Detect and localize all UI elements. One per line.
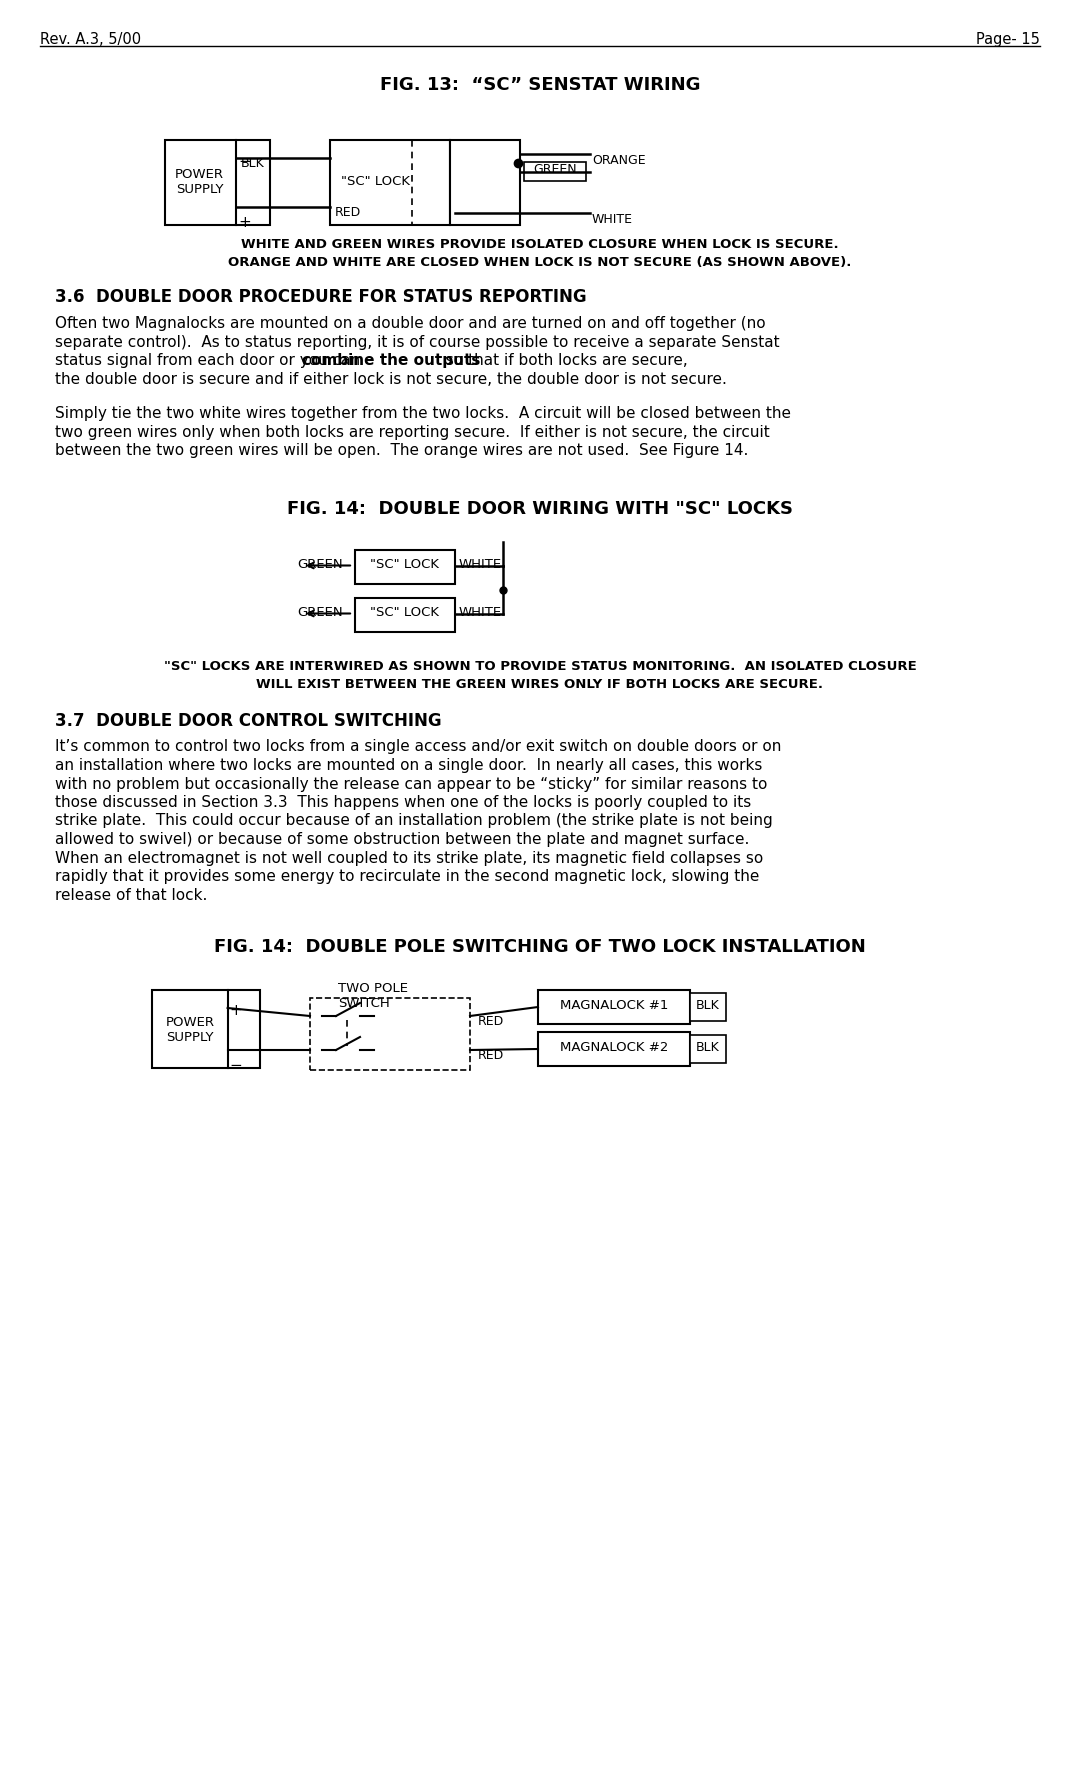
- Text: +: +: [238, 215, 251, 229]
- Text: BLK: BLK: [697, 999, 720, 1012]
- Text: rapidly that it provides some energy to recirculate in the second magnetic lock,: rapidly that it provides some energy to …: [55, 869, 759, 884]
- Text: status signal from each door or you can: status signal from each door or you can: [55, 354, 365, 368]
- Text: Simply tie the two white wires together from the two locks.  A circuit will be c: Simply tie the two white wires together …: [55, 405, 791, 421]
- Text: When an electromagnet is not well coupled to its strike plate, its magnetic fiel: When an electromagnet is not well couple…: [55, 850, 764, 866]
- Text: TWO POLE
SWITCH: TWO POLE SWITCH: [338, 981, 408, 1010]
- Bar: [355, 549, 455, 583]
- Text: allowed to swivel) or because of some obstruction between the plate and magnet s: allowed to swivel) or because of some ob…: [55, 832, 750, 846]
- Text: ORANGE AND WHITE ARE CLOSED WHEN LOCK IS NOT SECURE (AS SHOWN ABOVE).: ORANGE AND WHITE ARE CLOSED WHEN LOCK IS…: [228, 256, 852, 268]
- Text: release of that lock.: release of that lock.: [55, 887, 207, 903]
- Text: "SC" LOCK: "SC" LOCK: [370, 558, 440, 571]
- Bar: [524, 162, 586, 181]
- Text: between the two green wires will be open.  The orange wires are not used.  See F: between the two green wires will be open…: [55, 443, 748, 459]
- Text: FIG. 13:  “SC” SENSTAT WIRING: FIG. 13: “SC” SENSTAT WIRING: [380, 76, 700, 94]
- Text: 3.7  DOUBLE DOOR CONTROL SWITCHING: 3.7 DOUBLE DOOR CONTROL SWITCHING: [55, 711, 442, 729]
- Text: It’s common to control two locks from a single access and/or exit switch on doub: It’s common to control two locks from a …: [55, 740, 781, 754]
- Bar: [538, 1031, 690, 1067]
- Text: −: −: [238, 155, 251, 169]
- Bar: [165, 140, 270, 226]
- Bar: [538, 990, 690, 1024]
- Text: RED: RED: [478, 1049, 504, 1061]
- Text: WHITE: WHITE: [592, 213, 633, 226]
- Text: "SC" LOCK: "SC" LOCK: [370, 606, 440, 619]
- Text: GREEN: GREEN: [297, 606, 342, 619]
- Bar: [152, 990, 260, 1069]
- Text: RED: RED: [335, 206, 361, 219]
- Text: WHITE: WHITE: [459, 558, 502, 571]
- Bar: [450, 140, 519, 226]
- Text: separate control).  As to status reporting, it is of course possible to receive : separate control). As to status reportin…: [55, 334, 780, 350]
- Text: an installation where two locks are mounted on a single door.  In nearly all cas: an installation where two locks are moun…: [55, 757, 762, 773]
- Text: GREEN: GREEN: [297, 558, 342, 571]
- Text: Often two Magnalocks are mounted on a double door and are turned on and off toge: Often two Magnalocks are mounted on a do…: [55, 316, 766, 331]
- Text: MAGNALOCK #1: MAGNALOCK #1: [559, 999, 669, 1012]
- Text: BLK: BLK: [241, 156, 265, 171]
- Text: ORANGE: ORANGE: [592, 155, 646, 167]
- Text: combine the outputs: combine the outputs: [302, 354, 481, 368]
- Bar: [330, 140, 450, 226]
- Text: POWER
SUPPLY: POWER SUPPLY: [165, 1015, 214, 1044]
- Text: with no problem but occasionally the release can appear to be “sticky” for simil: with no problem but occasionally the rel…: [55, 777, 768, 791]
- Text: Page- 15: Page- 15: [976, 32, 1040, 46]
- Bar: [310, 997, 470, 1070]
- Text: so that if both locks are secure,: so that if both locks are secure,: [441, 354, 688, 368]
- Text: GREEN: GREEN: [534, 164, 577, 176]
- Text: 3.6  DOUBLE DOOR PROCEDURE FOR STATUS REPORTING: 3.6 DOUBLE DOOR PROCEDURE FOR STATUS REP…: [55, 288, 586, 306]
- Text: "SC" LOCKS ARE INTERWIRED AS SHOWN TO PROVIDE STATUS MONITORING.  AN ISOLATED CL: "SC" LOCKS ARE INTERWIRED AS SHOWN TO PR…: [164, 660, 916, 672]
- Text: BLK: BLK: [697, 1040, 720, 1054]
- Bar: [690, 992, 726, 1021]
- Bar: [355, 597, 455, 631]
- Text: those discussed in Section 3.3  This happens when one of the locks is poorly cou: those discussed in Section 3.3 This happ…: [55, 795, 752, 811]
- Text: RED: RED: [478, 1015, 504, 1028]
- Text: strike plate.  This could occur because of an installation problem (the strike p: strike plate. This could occur because o…: [55, 814, 773, 829]
- Text: two green wires only when both locks are reporting secure.  If either is not sec: two green wires only when both locks are…: [55, 425, 770, 439]
- Text: +: +: [229, 1003, 242, 1019]
- Text: −: −: [229, 1058, 242, 1072]
- Text: POWER
SUPPLY: POWER SUPPLY: [175, 167, 225, 196]
- Text: WILL EXIST BETWEEN THE GREEN WIRES ONLY IF BOTH LOCKS ARE SECURE.: WILL EXIST BETWEEN THE GREEN WIRES ONLY …: [257, 677, 824, 690]
- Text: FIG. 14:  DOUBLE DOOR WIRING WITH "SC" LOCKS: FIG. 14: DOUBLE DOOR WIRING WITH "SC" LO…: [287, 500, 793, 517]
- Text: WHITE AND GREEN WIRES PROVIDE ISOLATED CLOSURE WHEN LOCK IS SECURE.: WHITE AND GREEN WIRES PROVIDE ISOLATED C…: [241, 238, 839, 251]
- Text: WHITE: WHITE: [459, 606, 502, 619]
- Text: FIG. 14:  DOUBLE POLE SWITCHING OF TWO LOCK INSTALLATION: FIG. 14: DOUBLE POLE SWITCHING OF TWO LO…: [214, 939, 866, 957]
- Text: "SC" LOCK: "SC" LOCK: [341, 174, 410, 188]
- Text: Rev. A.3, 5/00: Rev. A.3, 5/00: [40, 32, 141, 46]
- Text: the double door is secure and if either lock is not secure, the double door is n: the double door is secure and if either …: [55, 372, 727, 386]
- Text: MAGNALOCK #2: MAGNALOCK #2: [559, 1040, 669, 1054]
- Bar: [690, 1035, 726, 1063]
